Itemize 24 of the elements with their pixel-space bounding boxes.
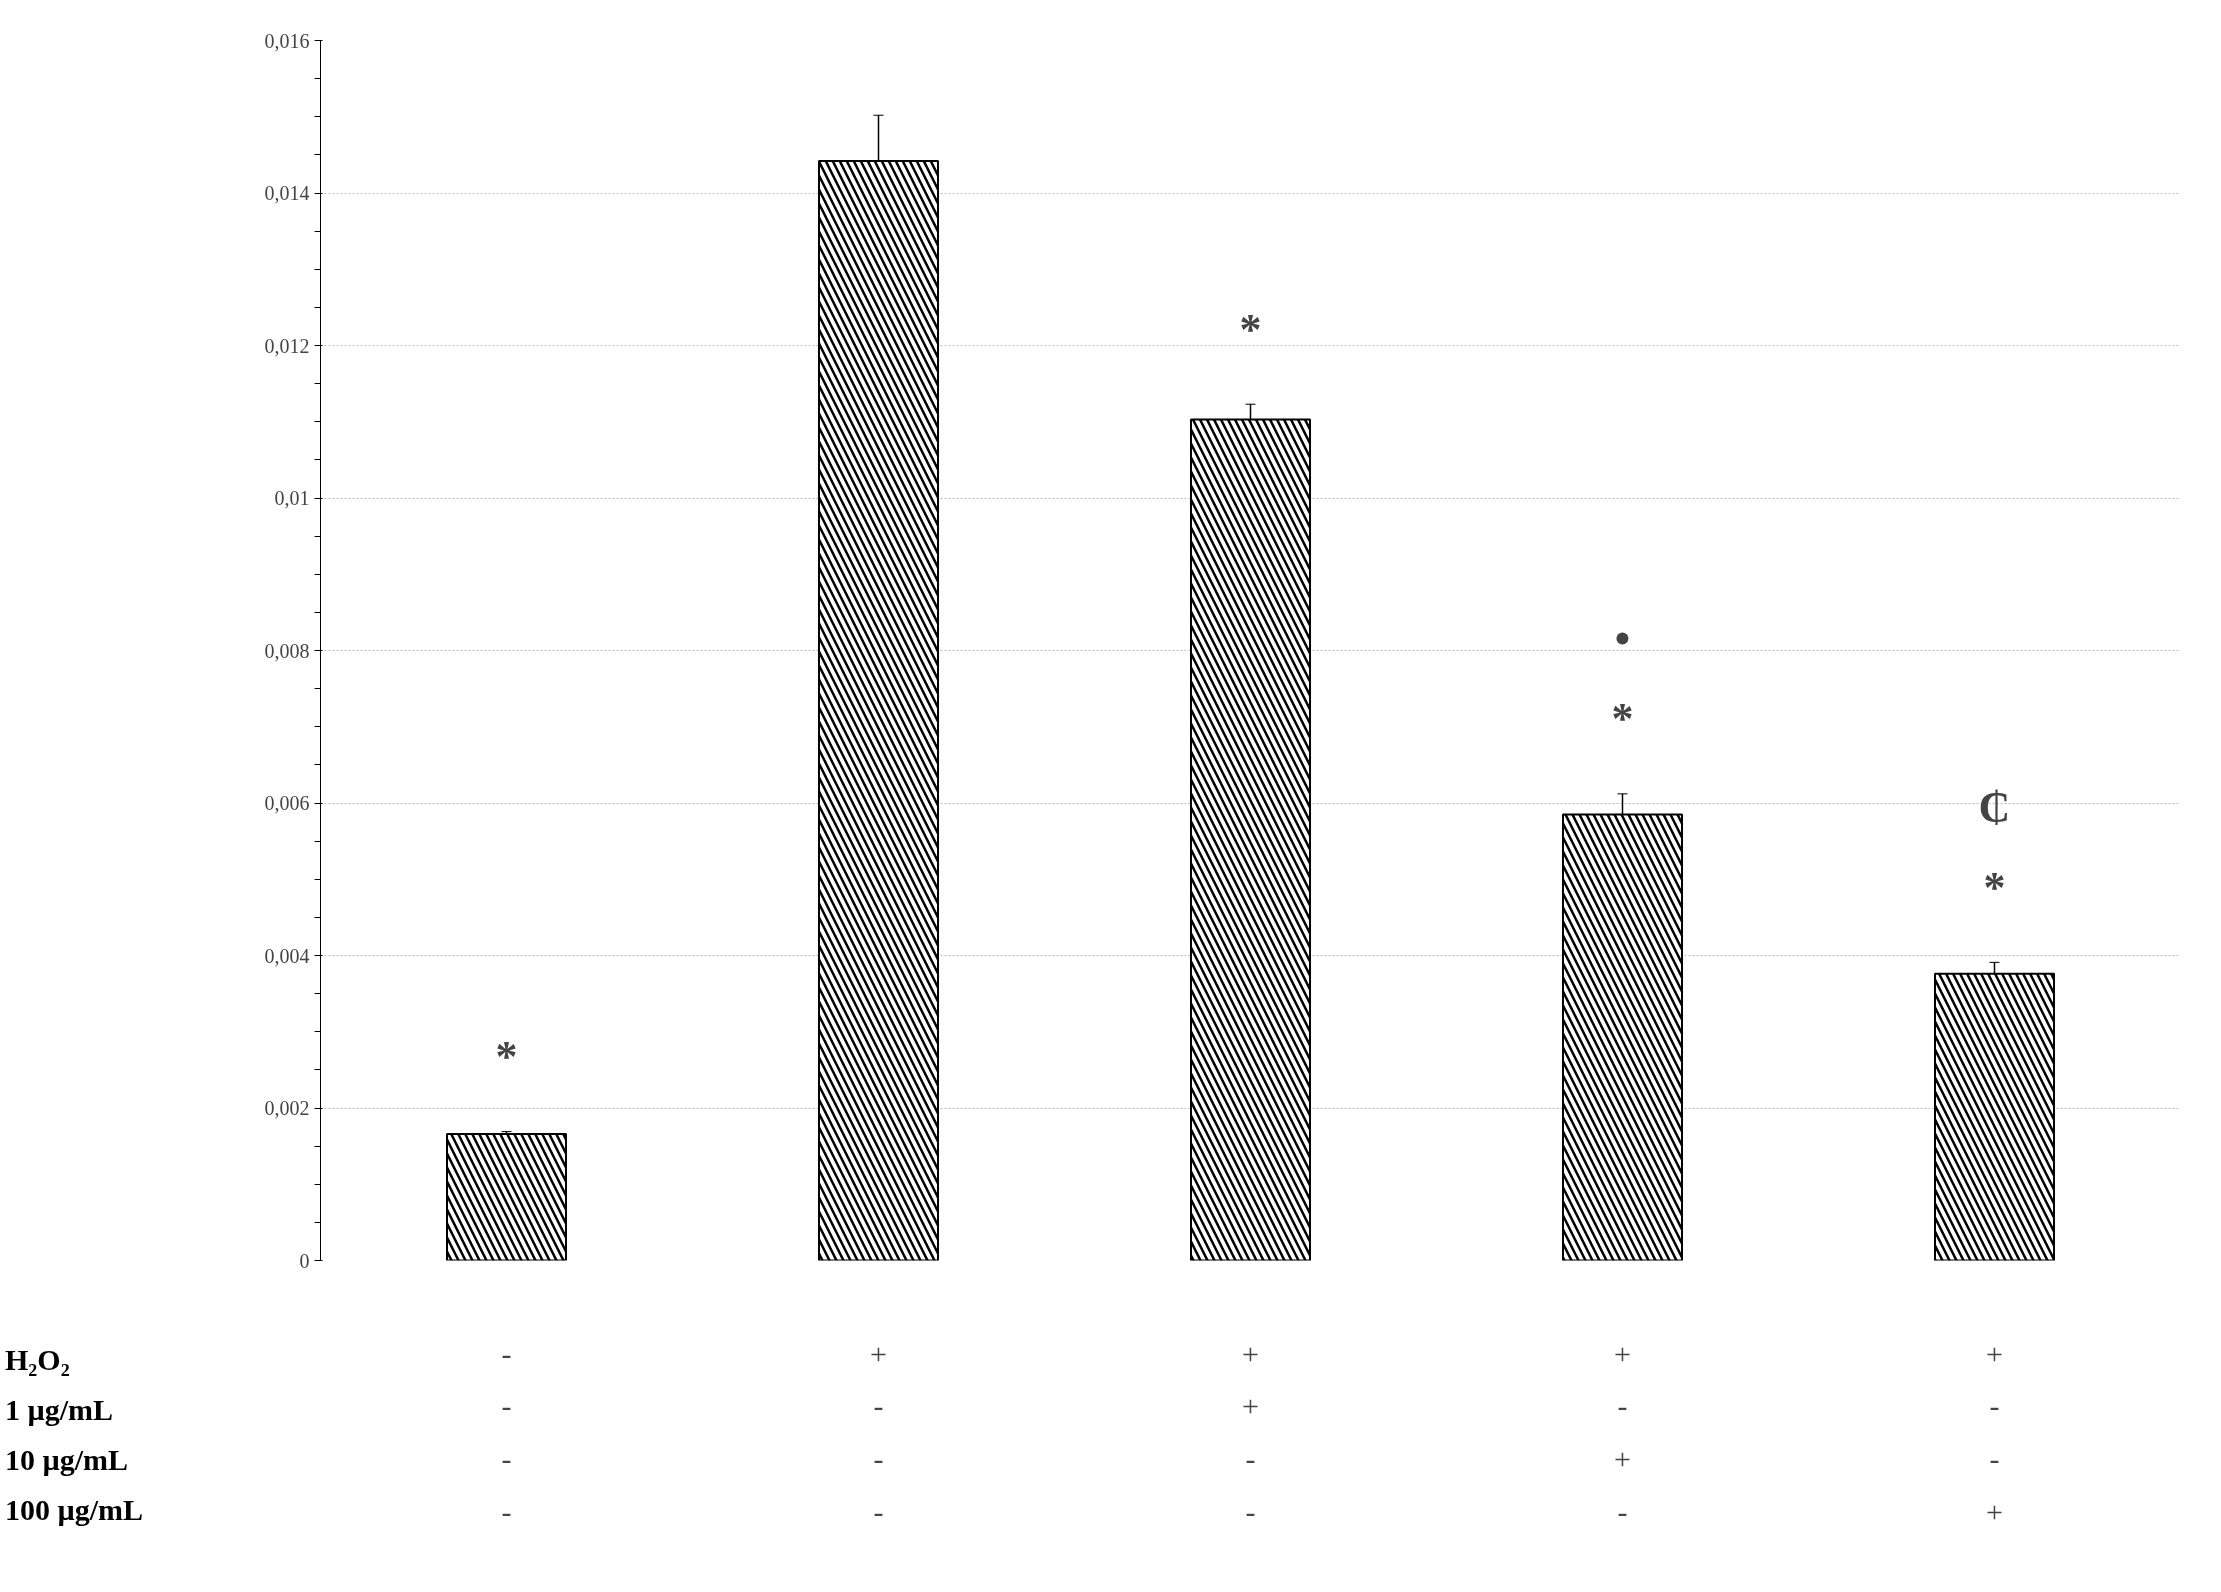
annotation: ₵: [1978, 782, 2011, 832]
annotation: *: [495, 1032, 518, 1082]
x-tick-label: + - - -: [870, 1336, 887, 1528]
y-tick-label: 0,002: [264, 1097, 310, 1119]
y-tick-label: 0,016: [264, 29, 310, 52]
annotation: *: [1611, 694, 1634, 744]
x-tick-label: - - - -: [501, 1336, 512, 1528]
text: 1 µg/mL: [5, 1393, 114, 1426]
y-tick-label: 0,008: [264, 639, 310, 662]
annotation: •: [1614, 614, 1631, 664]
y-tick-label: 0,01: [274, 487, 310, 509]
x-tick-label: + - - +: [1986, 1336, 2003, 1528]
x-tick-label: + - + -: [1614, 1336, 1631, 1528]
text: H₂O₂: [5, 1343, 70, 1376]
y-tick-label: 0: [299, 1249, 310, 1272]
y-tick-label: 0,014: [264, 182, 310, 204]
y-tick-label: 0,012: [264, 334, 310, 357]
y-tick-label: 0,006: [264, 792, 310, 814]
annotation: *: [1239, 304, 1262, 354]
x-tick-label: + + - -: [1242, 1336, 1259, 1528]
annotation: *: [1983, 862, 2006, 912]
text: 10 µg/mL: [5, 1443, 129, 1476]
y-tick-label: 0,004: [264, 944, 310, 967]
text: 100 µg/mL: [5, 1493, 144, 1526]
